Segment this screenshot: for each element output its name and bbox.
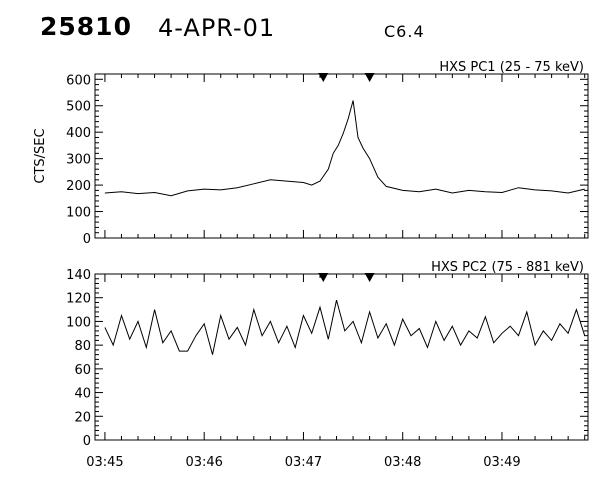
- interval-marker: [364, 273, 375, 282]
- y-tick-label: 40: [74, 387, 91, 402]
- panel-1: 0 100 200 300 400 500 600 HXS PC1 (25 - 75 keV)…: [33, 60, 589, 247]
- y-tick-label: 100: [66, 206, 91, 221]
- plot-frame: [94, 73, 589, 239]
- series-line: [104, 100, 585, 197]
- y-tick-label: 120: [66, 292, 91, 307]
- interval-marker: [364, 73, 375, 82]
- x-tick-label: 03:49: [483, 455, 520, 470]
- panel-title: HXS PC2 (75 - 881 keV): [431, 260, 584, 275]
- panel-2: 0 20 40 60 80 100 120 140 03:45 03:46 03:47 03:48 03…: [66, 260, 589, 470]
- y-tick-label: 60: [74, 363, 91, 378]
- y-tick-label: 200: [66, 179, 91, 194]
- y-tick-label: 300: [66, 153, 91, 168]
- panel-title: HXS PC1 (25 - 75 keV): [439, 60, 584, 75]
- y-tick-label: 100: [66, 315, 91, 330]
- y-tick-label: 400: [66, 126, 91, 141]
- interval-marker: [318, 273, 329, 282]
- x-tick-label: 03:47: [285, 455, 322, 470]
- interval-marker: [318, 73, 329, 82]
- y-tick-label: 0: [83, 434, 91, 449]
- event-id: 25810: [40, 12, 132, 41]
- y-tick-label: 600: [66, 73, 91, 88]
- y-tick-label: 20: [74, 410, 91, 425]
- x-tick-label: 03:48: [384, 455, 421, 470]
- x-tick-label: 03:45: [86, 455, 123, 470]
- series-line: [104, 299, 586, 355]
- y-tick-label: 500: [66, 100, 91, 115]
- goes-class: C6.4: [384, 22, 425, 41]
- event-date: 4-APR-01: [158, 14, 276, 42]
- y-tick-label: 80: [74, 339, 91, 354]
- plot-frame: [94, 273, 589, 441]
- y-axis-label: CTS/SEC: [33, 128, 48, 183]
- y-tick-label: 140: [66, 268, 91, 283]
- y-tick-label: 0: [83, 232, 91, 247]
- x-tick-label: 03:46: [185, 455, 222, 470]
